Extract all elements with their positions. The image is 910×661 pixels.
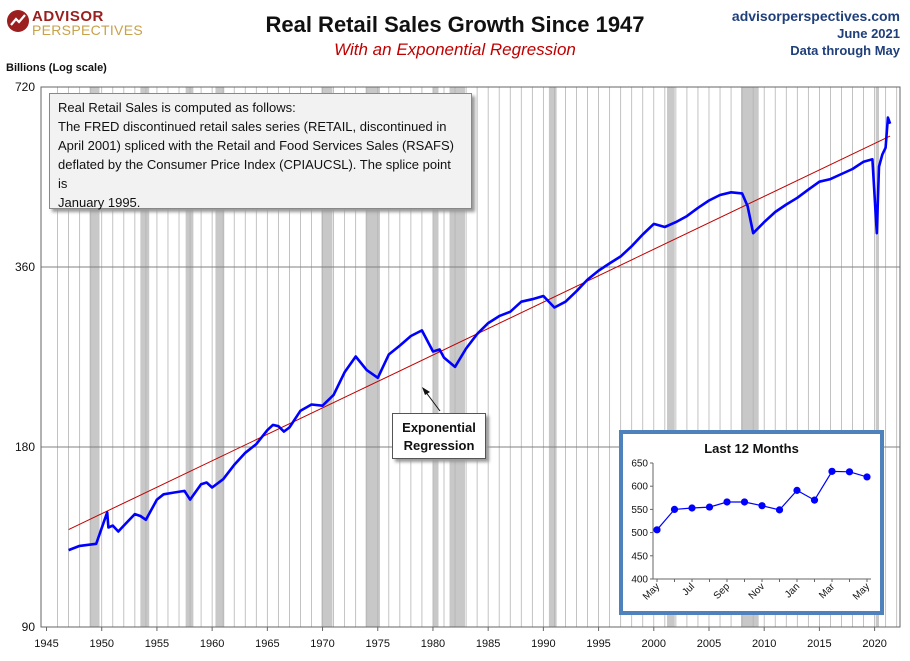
recession-band xyxy=(89,87,100,627)
inset-y-tick-label: 450 xyxy=(631,551,648,562)
recession-band xyxy=(667,87,675,627)
x-tick-label: 1945 xyxy=(34,638,58,650)
inset-point xyxy=(793,486,801,494)
recession-band xyxy=(185,87,194,627)
x-tick-label: 1965 xyxy=(255,638,279,650)
x-tick-label: 2000 xyxy=(642,638,666,650)
recession-band xyxy=(449,87,465,627)
y-tick-label: 360 xyxy=(15,260,35,274)
recession-band xyxy=(365,87,380,627)
inset-y-tick-label: 400 xyxy=(631,575,648,586)
inset-point xyxy=(688,504,696,512)
inset-point xyxy=(723,498,731,506)
regression-callout: Exponential Regression xyxy=(392,413,486,459)
inset-point xyxy=(670,505,679,513)
inset-x-tick-label: Nov xyxy=(747,581,767,601)
inset-line xyxy=(656,470,868,531)
logo-text-advisor: ADVISOR xyxy=(32,8,104,25)
inset-point xyxy=(653,526,661,534)
x-tick-label: 1985 xyxy=(476,638,500,650)
y-tick-label: 180 xyxy=(15,440,35,454)
recession-band xyxy=(321,87,333,627)
note-line: deflated by the Consumer Price Index (CP… xyxy=(58,157,451,191)
inset-y-tick-label: 650 xyxy=(631,459,648,470)
x-tick-label: 2020 xyxy=(862,638,886,650)
x-tick-label: 1960 xyxy=(200,638,224,650)
recession-band xyxy=(548,87,557,627)
chart-title: Real Retail Sales Growth Since 1947 xyxy=(265,12,645,37)
inset-y-tick-label: 600 xyxy=(631,482,648,493)
x-tick-label: 2005 xyxy=(697,638,721,650)
x-tick-label: 1995 xyxy=(586,638,610,650)
source-url: advisorperspectives.com xyxy=(731,8,900,24)
logo: ADVISOR PERSPECTIVES xyxy=(6,8,143,38)
inset-point xyxy=(863,473,871,481)
x-tick-label: 2015 xyxy=(807,638,831,650)
logo-text-perspectives: PERSPECTIVES xyxy=(32,22,143,38)
inset-point xyxy=(775,506,784,514)
inset-chart: Last 12 Months 400 450 500 550 600 650 May Jul S… xyxy=(619,430,884,615)
inset-y-tick-label: 550 xyxy=(631,505,648,516)
retail-sales-line xyxy=(68,116,892,552)
data-through: Data through May xyxy=(790,43,900,58)
x-tick-label: 2010 xyxy=(752,638,776,650)
recession-band xyxy=(875,87,880,627)
callout-arrow xyxy=(422,387,441,412)
inset-point xyxy=(845,468,854,476)
x-tick-label: 1955 xyxy=(145,638,169,650)
inset-point xyxy=(828,467,836,475)
inset-x-tick-label: Jul xyxy=(680,581,697,598)
inset-point xyxy=(705,503,714,511)
x-tick-label: 1980 xyxy=(421,638,445,650)
methodology-note: Real Retail Sales is computed as follows… xyxy=(49,93,472,210)
callout-line: Exponential xyxy=(402,420,476,435)
recession-bands xyxy=(89,87,880,627)
recession-band xyxy=(215,87,225,627)
note-line: January 1995. xyxy=(58,195,141,210)
inset-x-tick-label: Jan xyxy=(783,581,802,600)
y-axis-label: Billions (Log scale) xyxy=(6,62,107,74)
y-tick-label: 90 xyxy=(22,620,36,634)
note-line: April 2001) spliced with the Retail and … xyxy=(58,138,454,153)
inset-point xyxy=(758,502,766,510)
plot-frame xyxy=(40,86,901,628)
inset-point xyxy=(740,498,749,506)
x-tick-label: 1990 xyxy=(531,638,555,650)
recession-band xyxy=(140,87,150,627)
x-tick-label: 1970 xyxy=(310,638,334,650)
y-tick-label: 720 xyxy=(15,80,35,94)
x-tick-label: 1950 xyxy=(89,638,113,650)
x-tick-label: 1975 xyxy=(366,638,390,650)
recession-band xyxy=(432,87,439,627)
axes: 90 180 360 720 1945 1950 1955 1960 1965 1970 1975 1… xyxy=(15,80,887,650)
inset-y-tick-label: 500 xyxy=(631,528,648,539)
note-line: The FRED discontinued retail sales serie… xyxy=(58,119,447,134)
inset-title: Last 12 Months xyxy=(704,441,799,456)
inset-x-tick-label: Mar xyxy=(817,581,837,601)
logo-mark-icon xyxy=(7,10,29,32)
series xyxy=(68,116,892,552)
inset-point xyxy=(810,496,819,504)
callout-line: Regression xyxy=(403,438,475,453)
inset-x-tick-label: Sep xyxy=(712,581,733,602)
chart-subtitle: With an Exponential Regression xyxy=(334,40,576,59)
inset-x-tick-label: May xyxy=(851,581,872,602)
note-line: Real Retail Sales is computed as follows… xyxy=(58,100,296,115)
publish-date: June 2021 xyxy=(837,26,900,41)
